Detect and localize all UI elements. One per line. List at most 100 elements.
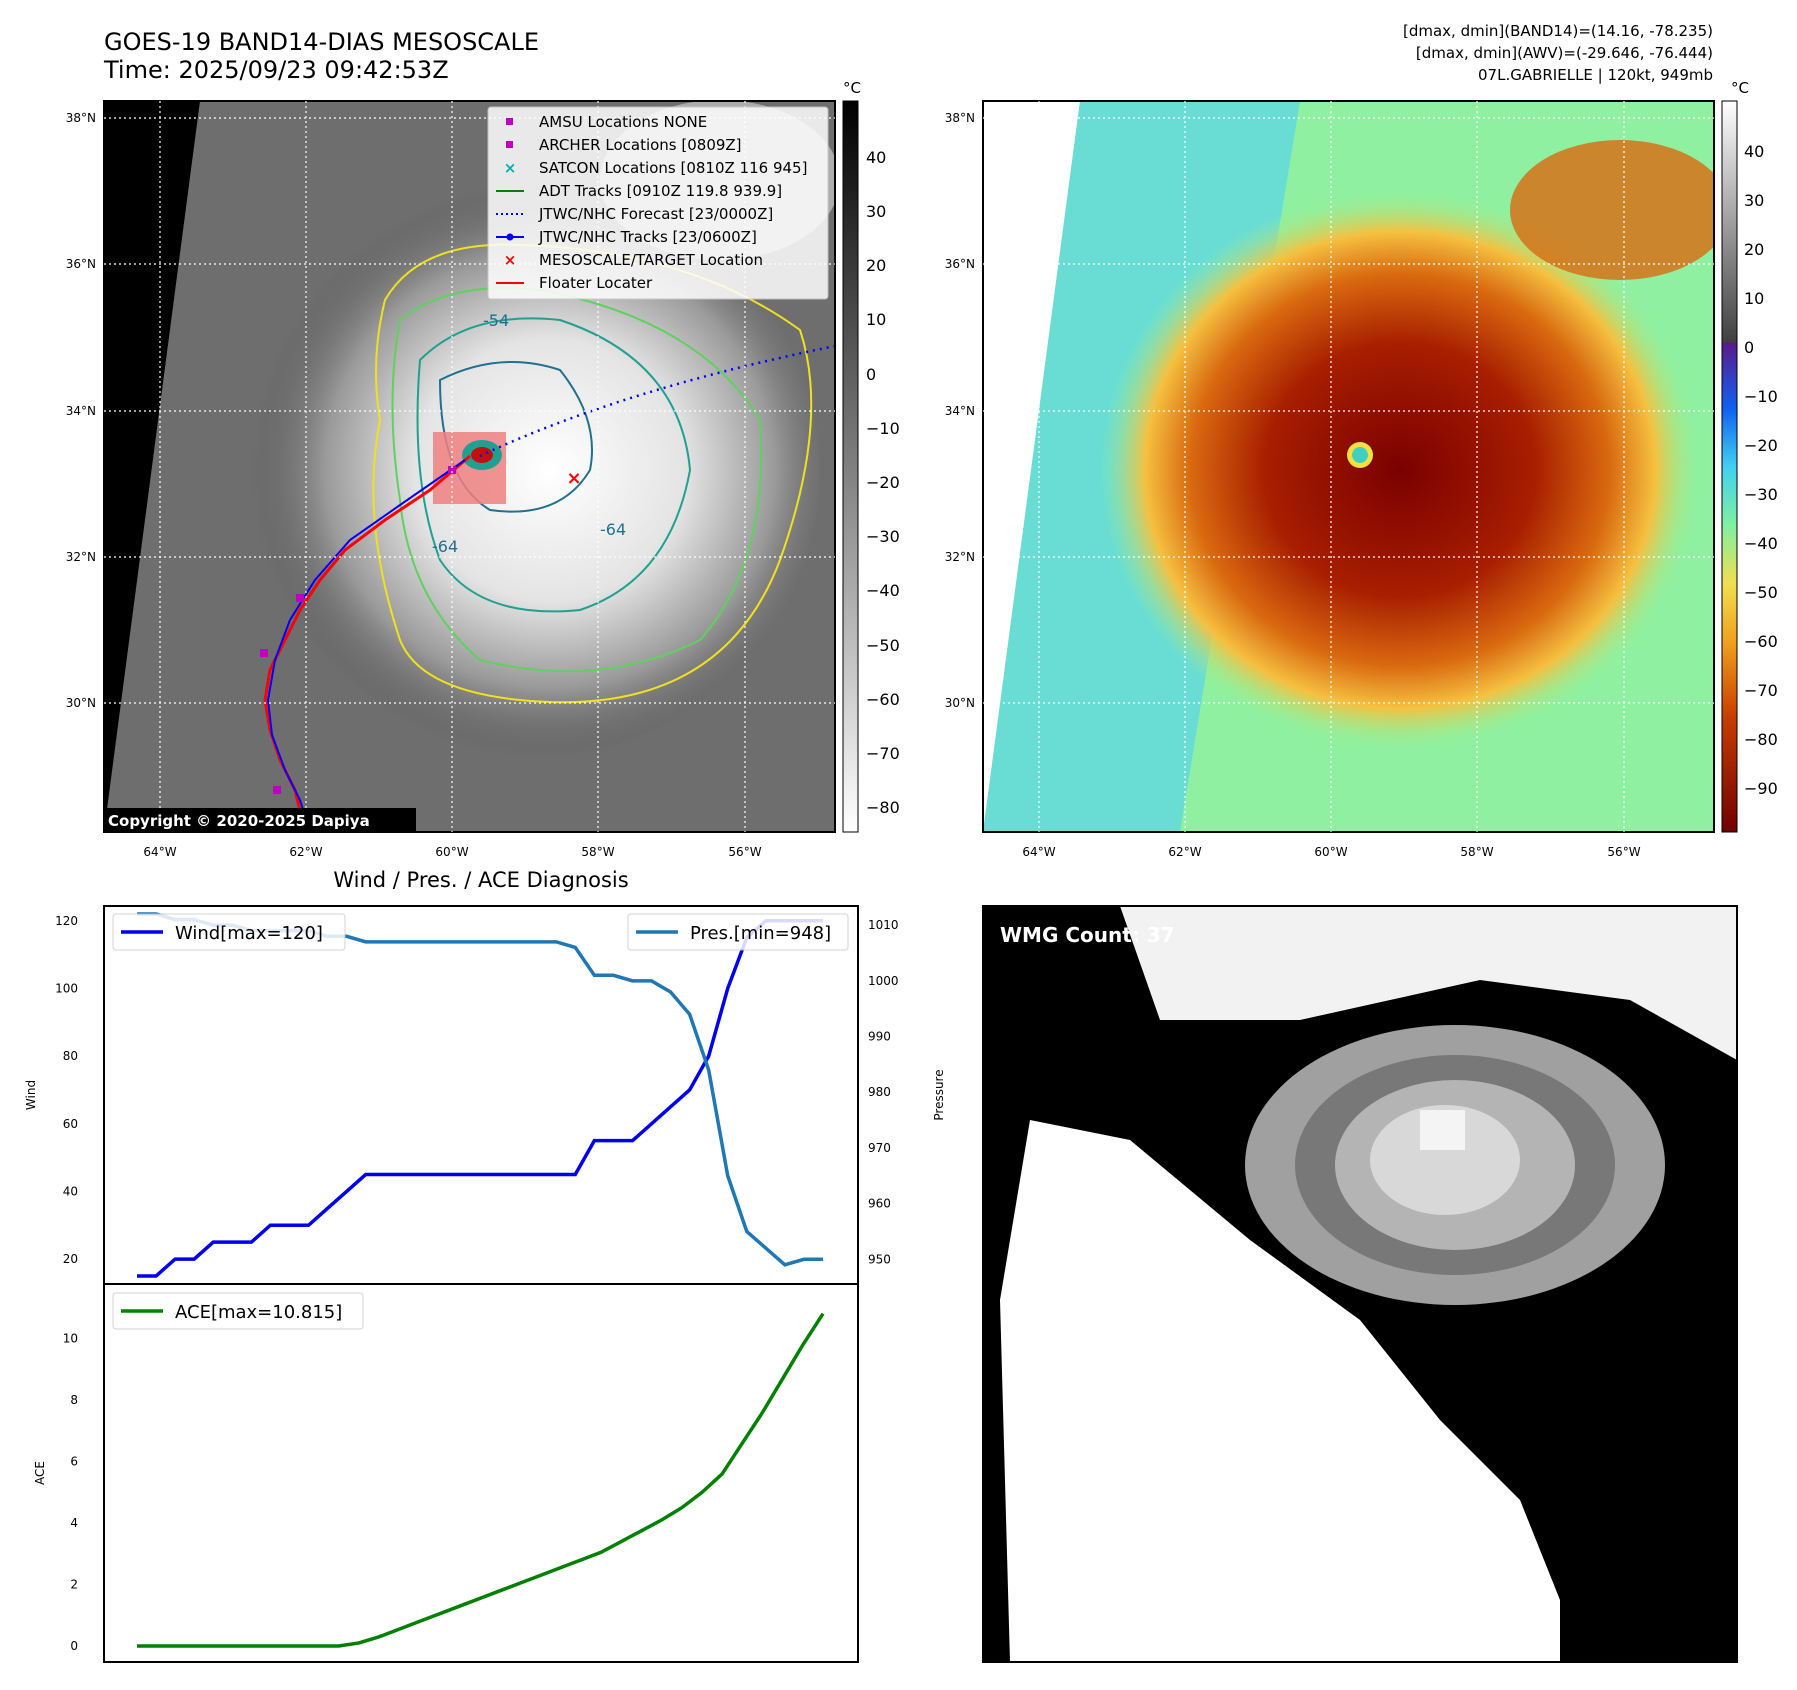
ir-cbar-tick: −70: [866, 744, 900, 763]
ace-tick: 6: [70, 1455, 78, 1469]
info-awv: [dmax, dmin](AWV)=(-29.646, -76.444): [1415, 44, 1713, 62]
ir-cbar-tick: 20: [866, 256, 886, 275]
color-cbar-tick: −10: [1744, 387, 1778, 406]
ir-cbar-tick: 30: [866, 202, 886, 221]
wind-tick: 120: [55, 914, 78, 928]
contour-label-1: -54: [483, 311, 509, 330]
archer-marker: [448, 466, 456, 474]
color-lat-labels: 38°N 36°N 34°N 32°N 30°N: [945, 111, 975, 710]
color-cbar-tick: −80: [1744, 730, 1778, 749]
ace-ylabel: ACE: [33, 1461, 47, 1485]
wind-tick: 60: [63, 1117, 78, 1131]
pres-tick-labels: 1010 1000 990 980 970 960 950: [868, 918, 899, 1266]
wind-tick: 20: [63, 1252, 78, 1266]
floater-track: [263, 454, 471, 832]
color-cbar-tick: 20: [1744, 240, 1764, 259]
ace-legend: ACE[max=10.815]: [112, 1292, 364, 1330]
ace-axes: [103, 1283, 859, 1663]
color-cbar-tick: −30: [1744, 485, 1778, 504]
copyright-text: Copyright © 2020-2025 Dapiya: [108, 812, 370, 830]
color-cbar-tick: −20: [1744, 436, 1778, 455]
legend-target: MESOSCALE/TARGET Location: [539, 251, 763, 269]
lon-label: 58°W: [581, 845, 614, 859]
lat-label: 36°N: [945, 257, 975, 271]
wind-series-line: [137, 919, 823, 1278]
ir-cbar-tick: 10: [866, 310, 886, 329]
eye: [471, 447, 493, 463]
contour-teal: [416, 317, 692, 613]
wmg-panel: [983, 906, 1737, 1662]
lon-label: 56°W: [1607, 845, 1640, 859]
color-colorbar: °C 40 30 20 10 0 −10 −20 −30 −40 −50 −60…: [1721, 79, 1778, 833]
lat-label: 30°N: [66, 696, 96, 710]
lat-label: 36°N: [66, 257, 96, 271]
color-cbar-tick: 30: [1744, 191, 1764, 210]
ace-tick: 10: [63, 1332, 78, 1346]
lon-label: 64°W: [1022, 845, 1055, 859]
color-cbar-tick: −90: [1744, 779, 1778, 798]
legend-satcon: SATCON Locations [0810Z 116 945]: [539, 159, 807, 177]
pres-legend: Pres.[min=948]: [627, 913, 849, 951]
contour-label-2: -64: [432, 537, 458, 556]
lat-label: 30°N: [945, 696, 975, 710]
ace-tick: 2: [70, 1578, 78, 1592]
ir-cbar-tick: −50: [866, 636, 900, 655]
floater-box: [433, 432, 506, 504]
info-storm: 07L.GABRIELLE | 120kt, 949mb: [1478, 66, 1713, 84]
color-colorbar-unit: °C: [1731, 79, 1749, 97]
lat-label: 34°N: [945, 404, 975, 418]
legend-archer: ARCHER Locations [0809Z]: [539, 136, 742, 154]
wmg-count-label: WMG Count: 37: [1000, 923, 1175, 947]
color-cbar-tick: 0: [1744, 338, 1754, 357]
legend-forecast: JTWC/NHC Forecast [23/0000Z]: [538, 205, 773, 223]
chart-time: Time: 2025/09/23 09:42:53Z: [104, 56, 449, 84]
lat-label: 34°N: [66, 404, 96, 418]
lon-label: 56°W: [728, 845, 761, 859]
ir-lat-labels: 38°N 36°N 34°N 32°N 30°N: [66, 111, 96, 710]
color-lon-labels: 64°W 62°W 60°W 58°W 56°W: [1022, 845, 1640, 859]
pres-tick: 970: [868, 1141, 891, 1155]
color-frame: [982, 100, 1715, 833]
pres-tick: 1010: [868, 918, 899, 932]
color-gridlines: [983, 101, 1714, 832]
color-cbar-tick: 10: [1744, 289, 1764, 308]
ir-cbar-tick: −10: [866, 419, 900, 438]
ir-colorbar-unit: °C: [843, 79, 861, 97]
lon-label: 62°W: [289, 845, 322, 859]
wind-tick: 80: [63, 1049, 78, 1063]
ace-series-line: [137, 1312, 825, 1648]
ir-cbar-tick: 0: [866, 365, 876, 384]
ir-cbar-tick: −60: [866, 690, 900, 709]
lon-label: 60°W: [435, 845, 468, 859]
color-cloud-shield: [1100, 190, 1700, 750]
pres-tick: 990: [868, 1030, 891, 1044]
color-cbar-tick: −60: [1744, 632, 1778, 651]
lat-label: 32°N: [66, 550, 96, 564]
ir-lon-labels: 64°W 62°W 60°W 58°W 56°W: [143, 845, 761, 859]
ace-tick-labels: 10 8 6 4 2 0: [63, 1332, 78, 1653]
chart-title: GOES-19 BAND14-DIAS MESOSCALE: [104, 28, 540, 56]
ir-cbar-tick: −40: [866, 581, 900, 600]
wind-ylabel: Wind: [24, 1080, 38, 1110]
jtwc-track: [266, 459, 466, 832]
pres-legend-label: Pres.[min=948]: [690, 923, 831, 944]
ace-legend-label: ACE[max=10.815]: [175, 1302, 342, 1323]
ir-colorbar: °C 40 30 20 10 0 −10 −20 −30 −40 −50 −60…: [842, 79, 900, 833]
lon-label: 60°W: [1314, 845, 1347, 859]
wind-pres-axes: [103, 905, 859, 1285]
wmg-core: [1370, 1105, 1520, 1215]
color-eye: [1352, 447, 1368, 463]
ir-cbar-tick: 40: [866, 148, 886, 167]
color-cbar-tick: −50: [1744, 583, 1778, 602]
pres-ylabel: Pressure: [932, 1069, 946, 1120]
info-band14: [dmax, dmin](BAND14)=(14.16, -78.235): [1402, 22, 1713, 40]
ir-no-data-region: [104, 101, 200, 832]
legend-floater: Floater Locater: [539, 274, 653, 292]
ir-cbar-tick: −30: [866, 527, 900, 546]
color-cbar-tick: 40: [1744, 142, 1764, 161]
ir-cloud-shield: [220, 180, 820, 760]
jtwc-forecast: [479, 344, 835, 458]
wind-legend: Wind[max=120]: [112, 913, 346, 951]
diag-title: Wind / Pres. / ACE Diagnosis: [333, 868, 628, 892]
